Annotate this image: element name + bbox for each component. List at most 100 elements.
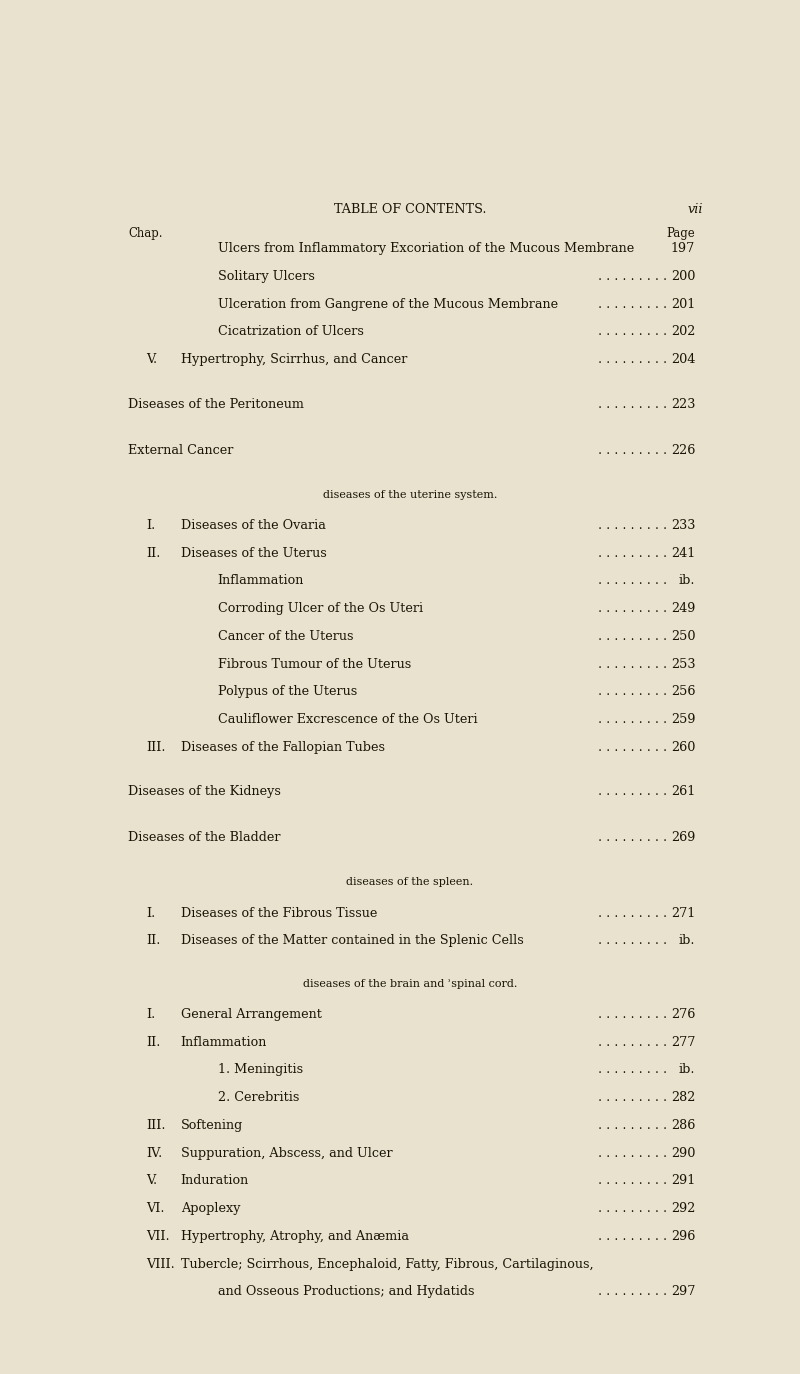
Text: Diseases of the Bladder: Diseases of the Bladder [128,831,280,845]
Text: Diseases of the Uterus: Diseases of the Uterus [181,547,326,559]
Text: ib.: ib. [678,1063,695,1076]
Text: 277: 277 [671,1036,695,1048]
Text: Polypus of the Uterus: Polypus of the Uterus [218,686,357,698]
Text: Diseases of the Fallopian Tubes: Diseases of the Fallopian Tubes [181,741,385,754]
Text: I.: I. [146,907,156,919]
Text: Page: Page [666,227,695,240]
Text: 200: 200 [671,271,695,283]
Text: 233: 233 [671,519,695,532]
Text: Diseases of the Matter contained in the Splenic Cells: Diseases of the Matter contained in the … [181,934,523,947]
Text: . . . . . . . . .: . . . . . . . . . [598,934,667,947]
Text: Hypertrophy, Scirrhus, and Cancer: Hypertrophy, Scirrhus, and Cancer [181,353,407,367]
Text: Inflammation: Inflammation [218,574,304,588]
Text: Induration: Induration [181,1175,249,1187]
Text: 226: 226 [671,444,695,458]
Text: 291: 291 [671,1175,695,1187]
Text: Cicatrization of Ulcers: Cicatrization of Ulcers [218,326,364,338]
Text: II.: II. [146,547,161,559]
Text: . . . . . . . . .: . . . . . . . . . [598,907,667,919]
Text: Suppuration, Abscess, and Ulcer: Suppuration, Abscess, and Ulcer [181,1147,392,1160]
Text: 250: 250 [670,629,695,643]
Text: 256: 256 [670,686,695,698]
Text: 259: 259 [670,713,695,725]
Text: 290: 290 [671,1147,695,1160]
Text: diseases of the brain and ʾspinal cord.: diseases of the brain and ʾspinal cord. [303,978,517,989]
Text: . . . . . . . . .: . . . . . . . . . [598,1036,667,1048]
Text: . . . . . . . . .: . . . . . . . . . [598,1175,667,1187]
Text: Diseases of the Peritoneum: Diseases of the Peritoneum [128,398,304,411]
Text: I.: I. [146,1009,156,1021]
Text: V.: V. [146,1175,158,1187]
Text: . . . . . . . . .: . . . . . . . . . [598,271,667,283]
Text: ib.: ib. [678,934,695,947]
Text: 197: 197 [671,242,695,256]
Text: . . . . . . . . .: . . . . . . . . . [598,1091,667,1105]
Text: 269: 269 [671,831,695,845]
Text: and Osseous Productions; and Hydatids: and Osseous Productions; and Hydatids [218,1285,474,1298]
Text: 253: 253 [670,658,695,671]
Text: Cancer of the Uterus: Cancer of the Uterus [218,629,354,643]
Text: Apoplexy: Apoplexy [181,1202,240,1215]
Text: Inflammation: Inflammation [181,1036,267,1048]
Text: 2. Cerebritis: 2. Cerebritis [218,1091,299,1105]
Text: 201: 201 [671,298,695,311]
Text: 1. Meningitis: 1. Meningitis [218,1063,303,1076]
Text: Ulcers from Inflammatory Excoriation of the Mucous Membrane: Ulcers from Inflammatory Excoriation of … [218,242,634,256]
Text: 297: 297 [671,1285,695,1298]
Text: . . . . . . . . .: . . . . . . . . . [598,326,667,338]
Text: . . . . . . . . .: . . . . . . . . . [598,574,667,588]
Text: . . . . . . . . .: . . . . . . . . . [598,398,667,411]
Text: III.: III. [146,1118,166,1132]
Text: VI.: VI. [146,1202,165,1215]
Text: Hypertrophy, Atrophy, and Anæmia: Hypertrophy, Atrophy, and Anæmia [181,1230,409,1243]
Text: 286: 286 [671,1118,695,1132]
Text: . . . . . . . . .: . . . . . . . . . [598,1202,667,1215]
Text: 261: 261 [671,786,695,798]
Text: diseases of the uterine system.: diseases of the uterine system. [323,491,497,500]
Text: . . . . . . . . .: . . . . . . . . . [598,1230,667,1243]
Text: Solitary Ulcers: Solitary Ulcers [218,271,314,283]
Text: . . . . . . . . .: . . . . . . . . . [598,444,667,458]
Text: Corroding Ulcer of the Os Uteri: Corroding Ulcer of the Os Uteri [218,602,423,616]
Text: 260: 260 [671,741,695,754]
Text: Cauliflower Excrescence of the Os Uteri: Cauliflower Excrescence of the Os Uteri [218,713,478,725]
Text: . . . . . . . . .: . . . . . . . . . [598,1118,667,1132]
Text: vii: vii [687,203,702,217]
Text: 296: 296 [671,1230,695,1243]
Text: TABLE OF CONTENTS.: TABLE OF CONTENTS. [334,203,486,217]
Text: . . . . . . . . .: . . . . . . . . . [598,1009,667,1021]
Text: 223: 223 [671,398,695,411]
Text: . . . . . . . . .: . . . . . . . . . [598,1063,667,1076]
Text: . . . . . . . . .: . . . . . . . . . [598,741,667,754]
Text: . . . . . . . . .: . . . . . . . . . [598,1285,667,1298]
Text: 276: 276 [671,1009,695,1021]
Text: ib.: ib. [678,574,695,588]
Text: Softening: Softening [181,1118,243,1132]
Text: VII.: VII. [146,1230,170,1243]
Text: . . . . . . . . .: . . . . . . . . . [598,519,667,532]
Text: Ulceration from Gangrene of the Mucous Membrane: Ulceration from Gangrene of the Mucous M… [218,298,558,311]
Text: . . . . . . . . .: . . . . . . . . . [598,298,667,311]
Text: . . . . . . . . .: . . . . . . . . . [598,686,667,698]
Text: . . . . . . . . .: . . . . . . . . . [598,786,667,798]
Text: Diseases of the Fibrous Tissue: Diseases of the Fibrous Tissue [181,907,377,919]
Text: 271: 271 [671,907,695,919]
Text: . . . . . . . . .: . . . . . . . . . [598,353,667,367]
Text: diseases of the spleen.: diseases of the spleen. [346,878,474,888]
Text: General Arrangement: General Arrangement [181,1009,322,1021]
Text: IV.: IV. [146,1147,162,1160]
Text: Diseases of the Ovaria: Diseases of the Ovaria [181,519,326,532]
Text: Tubercle; Scirrhous, Encephaloid, Fatty, Fibrous, Cartilaginous,: Tubercle; Scirrhous, Encephaloid, Fatty,… [181,1257,594,1271]
Text: 241: 241 [671,547,695,559]
Text: . . . . . . . . .: . . . . . . . . . [598,629,667,643]
Text: 292: 292 [671,1202,695,1215]
Text: . . . . . . . . .: . . . . . . . . . [598,602,667,616]
Text: . . . . . . . . .: . . . . . . . . . [598,1147,667,1160]
Text: II.: II. [146,1036,161,1048]
Text: V.: V. [146,353,158,367]
Text: 249: 249 [671,602,695,616]
Text: 204: 204 [671,353,695,367]
Text: External Cancer: External Cancer [128,444,234,458]
Text: 202: 202 [671,326,695,338]
Text: III.: III. [146,741,166,754]
